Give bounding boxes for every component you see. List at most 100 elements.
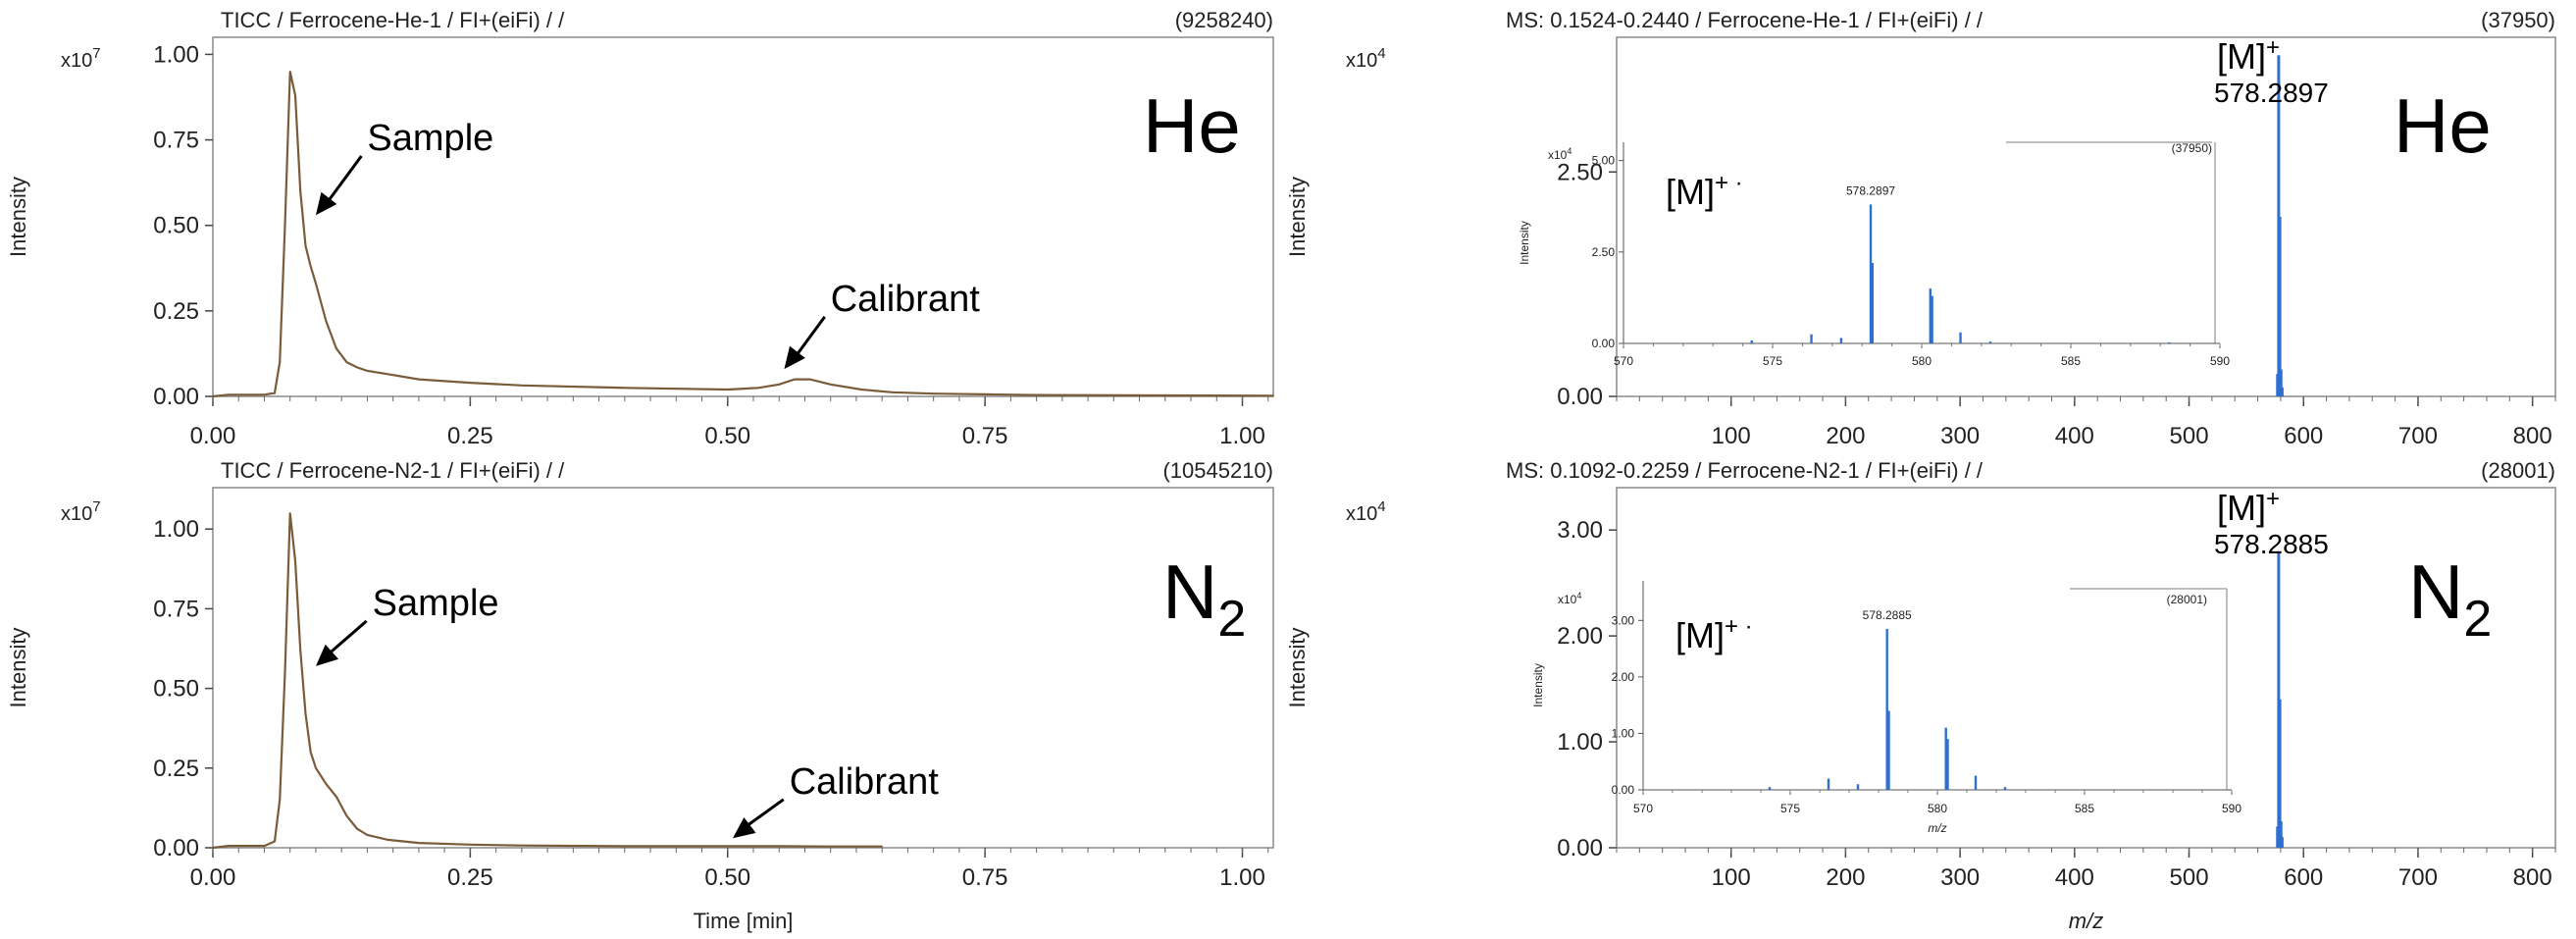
tic-data-point bbox=[860, 389, 862, 391]
ion-label-charge: + bbox=[2266, 34, 2280, 61]
x-tick-label: 700 bbox=[2398, 864, 2438, 891]
inset-x-tick-label: 585 bbox=[2075, 802, 2094, 815]
tic-data-point bbox=[304, 244, 307, 247]
inset-spectrum-bar bbox=[1944, 727, 1947, 790]
inset-spectrum-bar bbox=[1768, 787, 1772, 790]
tic-data-point bbox=[288, 71, 291, 73]
inset-y-multiplier-exp: 4 bbox=[1567, 146, 1571, 156]
inset-spectrum-bar bbox=[1810, 334, 1813, 343]
ion-label-base: [M] bbox=[2217, 488, 2266, 528]
y-multiplier-exp: 4 bbox=[1377, 45, 1385, 62]
annotation-label: Sample bbox=[373, 583, 499, 624]
y-tick-label: 1.00 bbox=[1557, 729, 1603, 756]
ion-label-charge: + bbox=[2266, 486, 2280, 512]
inset-spectrum-bar bbox=[1959, 332, 1962, 343]
tic-data-point bbox=[227, 845, 230, 847]
tic-data-point bbox=[274, 391, 276, 394]
plot-frame bbox=[212, 487, 1274, 849]
tic-data-point bbox=[242, 845, 245, 847]
spectrum-bar bbox=[2279, 369, 2283, 396]
tic-data-point bbox=[263, 845, 266, 847]
inset-x-tick-label: 575 bbox=[1780, 802, 1800, 815]
inset-spectrum-bar bbox=[2168, 341, 2171, 343]
tic-data-point bbox=[279, 799, 282, 802]
y-tick-label: 0.50 bbox=[153, 213, 199, 239]
x-tick-label: 0.25 bbox=[447, 864, 493, 891]
y-multiplier-exp: 4 bbox=[1377, 498, 1385, 515]
x-tick-label: 200 bbox=[1826, 864, 1865, 891]
inset-y-label: Intensity bbox=[1518, 221, 1531, 265]
y-axis-label: Intensity bbox=[6, 177, 30, 257]
annotation-label: Sample bbox=[367, 118, 493, 159]
inset-spectrum-bar bbox=[1750, 340, 1753, 343]
inset-y-multiplier: x104 bbox=[1558, 591, 1581, 606]
x-tick-label: 400 bbox=[2055, 423, 2094, 449]
inset-x-tick-label: 590 bbox=[2222, 802, 2241, 815]
tic-data-point bbox=[227, 393, 230, 396]
tic-data-point bbox=[279, 361, 282, 363]
inset-y-multiplier: x104 bbox=[1548, 146, 1571, 162]
tic-data-point bbox=[808, 378, 811, 381]
inset-spectrum-bar bbox=[1871, 263, 1875, 343]
tic-data-point bbox=[288, 512, 291, 514]
tic-data-point bbox=[299, 190, 302, 192]
inset-ion-label: [M]+ · bbox=[1675, 613, 1753, 655]
x-tick-label: 300 bbox=[1940, 423, 1980, 449]
inset-x-tick-label: 575 bbox=[1763, 354, 1782, 368]
inset-y-tick-label: 1.00 bbox=[1612, 726, 1635, 740]
chart-header: MS: 0.1092-0.2259 / Ferrocene-N2-1 / FI+… bbox=[1506, 458, 1984, 483]
gas-label: He bbox=[2394, 82, 2492, 169]
tic-data-point bbox=[726, 845, 729, 848]
inset-y-tick-label: 2.00 bbox=[1612, 670, 1635, 684]
inset-x-label: m/z bbox=[1928, 821, 1946, 835]
gas-label: N2 bbox=[1162, 548, 1246, 648]
inset-spectrum-bar bbox=[1839, 338, 1843, 343]
annotation-label: Calibrant bbox=[831, 279, 981, 320]
y-tick-label: 0.25 bbox=[153, 756, 199, 782]
peak-mz-label: 578.2897 bbox=[2214, 78, 2329, 108]
x-tick-label: 500 bbox=[2170, 423, 2209, 449]
tic-data-point bbox=[325, 320, 328, 323]
gas-label-subscript: 2 bbox=[2463, 591, 2492, 648]
inset-x-tick-label: 585 bbox=[2061, 354, 2081, 368]
y-multiplier-base: x10 bbox=[1346, 50, 1377, 72]
peak-mz-label: 578.2885 bbox=[2214, 529, 2329, 559]
x-tick-label: 0.25 bbox=[447, 423, 493, 449]
tic-data-point bbox=[829, 845, 832, 848]
y-tick-label: 2.50 bbox=[1557, 159, 1603, 185]
spectrum-bar bbox=[2280, 837, 2284, 848]
annotation-arrow-head bbox=[784, 345, 805, 370]
x-tick-label: 0.50 bbox=[704, 864, 750, 891]
tic-data-point bbox=[521, 844, 523, 847]
y-tick-label: 0.75 bbox=[153, 596, 199, 622]
y-multiplier: x107 bbox=[61, 45, 101, 72]
tic-data-point bbox=[1272, 394, 1274, 397]
chart-header: TICC / Ferrocene-He-1 / FI+(eiFi) / / bbox=[221, 8, 565, 32]
chart-header-count: (37950) bbox=[2481, 8, 2555, 32]
y-axis-label: Intensity bbox=[1285, 628, 1310, 708]
x-tick-label: 100 bbox=[1712, 423, 1751, 449]
chart-header-count: (9258240) bbox=[1175, 8, 1273, 32]
tic-data-point bbox=[1035, 393, 1038, 396]
inset-y-multiplier-base: x10 bbox=[1548, 148, 1568, 162]
x-tick-label: 1.00 bbox=[1219, 423, 1265, 449]
gas-label: N2 bbox=[2408, 548, 2492, 648]
x-tick-label: 800 bbox=[2513, 423, 2552, 449]
inset-y-tick-label: 0.00 bbox=[1612, 783, 1635, 797]
inset-ion-label: [M]+ · bbox=[1666, 170, 1743, 212]
x-axis-label: Time [min] bbox=[694, 909, 794, 933]
tic-data-point bbox=[283, 671, 286, 674]
y-tick-label: 0.75 bbox=[153, 128, 199, 154]
inset-spectrum-bar bbox=[1931, 295, 1933, 343]
plot-frame bbox=[212, 36, 1274, 397]
y-multiplier: x104 bbox=[1346, 498, 1386, 525]
tic-data-point bbox=[757, 387, 760, 390]
tic-data-point bbox=[345, 361, 348, 363]
tic-data-point bbox=[624, 845, 626, 848]
y-axis-label: Intensity bbox=[1285, 177, 1310, 257]
tic-data-point bbox=[263, 393, 266, 396]
x-tick-label: 500 bbox=[2170, 864, 2209, 891]
inset-spectrum-bar bbox=[1869, 204, 1873, 343]
tic-data-point bbox=[778, 384, 781, 386]
inset-y-multiplier-exp: 4 bbox=[1576, 591, 1581, 600]
